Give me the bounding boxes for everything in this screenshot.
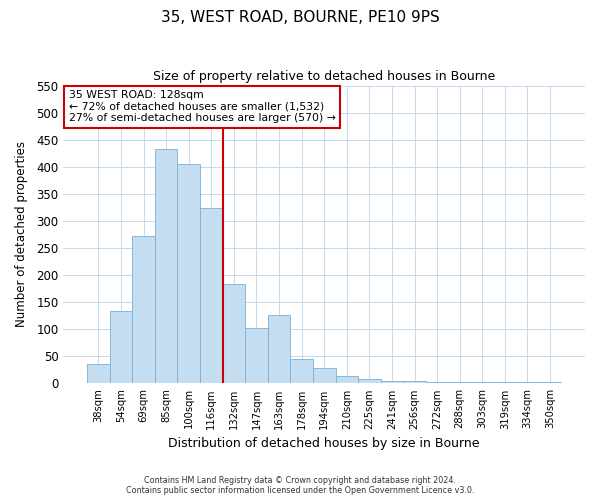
Bar xyxy=(313,368,335,384)
Y-axis label: Number of detached properties: Number of detached properties xyxy=(15,142,28,328)
Bar xyxy=(448,382,471,384)
Bar xyxy=(471,382,494,384)
Bar xyxy=(110,312,133,384)
Bar xyxy=(87,364,110,384)
Bar xyxy=(494,382,516,384)
Bar xyxy=(426,382,448,384)
Bar xyxy=(335,376,358,384)
Bar xyxy=(358,379,380,384)
Bar xyxy=(155,150,178,384)
Bar xyxy=(223,284,245,384)
Bar xyxy=(539,382,561,384)
Bar xyxy=(380,380,403,384)
Text: Contains HM Land Registry data © Crown copyright and database right 2024.
Contai: Contains HM Land Registry data © Crown c… xyxy=(126,476,474,495)
Text: 35, WEST ROAD, BOURNE, PE10 9PS: 35, WEST ROAD, BOURNE, PE10 9PS xyxy=(161,10,439,25)
X-axis label: Distribution of detached houses by size in Bourne: Distribution of detached houses by size … xyxy=(169,437,480,450)
Bar xyxy=(290,359,313,384)
Bar xyxy=(268,314,290,384)
Title: Size of property relative to detached houses in Bourne: Size of property relative to detached ho… xyxy=(153,70,496,83)
Bar xyxy=(133,236,155,384)
Bar xyxy=(178,164,200,384)
Bar xyxy=(245,328,268,384)
Bar xyxy=(516,382,539,384)
Bar xyxy=(200,208,223,384)
Text: 35 WEST ROAD: 128sqm
← 72% of detached houses are smaller (1,532)
27% of semi-de: 35 WEST ROAD: 128sqm ← 72% of detached h… xyxy=(68,90,335,123)
Bar xyxy=(403,380,426,384)
